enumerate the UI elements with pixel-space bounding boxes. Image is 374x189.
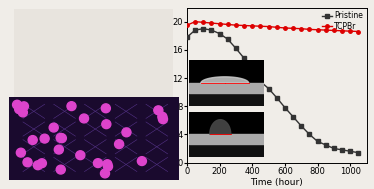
Pristine bbox=[266, 88, 271, 90]
Circle shape bbox=[122, 128, 131, 137]
Bar bbox=[189, 83, 264, 93]
Pristine bbox=[340, 149, 344, 151]
Circle shape bbox=[67, 102, 76, 111]
Pristine bbox=[275, 97, 279, 99]
Circle shape bbox=[159, 115, 168, 124]
Circle shape bbox=[28, 136, 37, 144]
TCPBr bbox=[250, 25, 255, 27]
Bar bbox=[189, 144, 264, 157]
Circle shape bbox=[40, 134, 49, 143]
Pristine bbox=[234, 47, 238, 50]
Circle shape bbox=[101, 104, 110, 113]
Pristine bbox=[356, 152, 361, 154]
TCPBr bbox=[315, 29, 320, 31]
Circle shape bbox=[103, 160, 112, 169]
Pristine bbox=[291, 116, 295, 118]
Circle shape bbox=[54, 145, 63, 154]
TCPBr bbox=[307, 28, 312, 31]
Circle shape bbox=[94, 159, 102, 167]
TCPBr bbox=[299, 28, 303, 30]
TCPBr bbox=[275, 26, 279, 28]
TCPBr bbox=[291, 27, 295, 29]
Pristine bbox=[226, 38, 230, 40]
Pristine bbox=[299, 125, 303, 127]
Pristine bbox=[193, 29, 197, 31]
TCPBr bbox=[348, 30, 352, 32]
Circle shape bbox=[13, 100, 22, 109]
Pristine bbox=[209, 29, 214, 31]
Pristine bbox=[283, 106, 287, 109]
TCPBr bbox=[258, 25, 263, 27]
Circle shape bbox=[154, 106, 163, 115]
TCPBr bbox=[332, 29, 336, 32]
TCPBr bbox=[234, 24, 238, 26]
X-axis label: Time (hour): Time (hour) bbox=[250, 178, 303, 187]
Circle shape bbox=[102, 120, 111, 129]
Pristine bbox=[201, 28, 206, 30]
TCPBr bbox=[201, 21, 206, 23]
TCPBr bbox=[242, 24, 246, 27]
Circle shape bbox=[76, 151, 85, 160]
TCPBr bbox=[209, 22, 214, 24]
Line: Pristine: Pristine bbox=[185, 27, 360, 154]
Pristine bbox=[332, 147, 336, 149]
Bar bbox=[189, 112, 264, 134]
TCPBr bbox=[226, 23, 230, 26]
TCPBr bbox=[340, 30, 344, 32]
TCPBr bbox=[193, 21, 197, 23]
Circle shape bbox=[101, 169, 110, 178]
Pristine bbox=[242, 57, 246, 59]
Circle shape bbox=[23, 158, 32, 167]
Text: 82.1°: 82.1° bbox=[193, 120, 212, 126]
Pristine bbox=[258, 80, 263, 83]
Bar bbox=[189, 134, 264, 144]
TCPBr bbox=[185, 24, 189, 26]
Circle shape bbox=[158, 112, 167, 121]
Text: 29.9°: 29.9° bbox=[193, 69, 212, 75]
Bar bbox=[189, 93, 264, 106]
Circle shape bbox=[15, 105, 24, 114]
Bar bbox=[14, 9, 173, 101]
Circle shape bbox=[114, 140, 124, 149]
Circle shape bbox=[104, 162, 113, 171]
Bar bbox=[9, 97, 178, 180]
Pristine bbox=[348, 150, 352, 152]
Legend: Pristine, TCPBr: Pristine, TCPBr bbox=[321, 10, 364, 33]
Circle shape bbox=[18, 108, 27, 117]
Polygon shape bbox=[201, 77, 249, 83]
Circle shape bbox=[137, 157, 146, 166]
Bar bbox=[189, 60, 264, 83]
Circle shape bbox=[37, 159, 46, 168]
Pristine bbox=[315, 140, 320, 143]
Y-axis label: PCE (%): PCE (%) bbox=[160, 67, 169, 103]
Circle shape bbox=[56, 165, 65, 174]
Circle shape bbox=[19, 102, 28, 111]
Pristine bbox=[307, 133, 312, 136]
Circle shape bbox=[57, 134, 66, 143]
Circle shape bbox=[16, 148, 25, 157]
Pristine bbox=[185, 36, 189, 38]
Line: TCPBr: TCPBr bbox=[185, 20, 360, 33]
TCPBr bbox=[283, 27, 287, 29]
TCPBr bbox=[266, 26, 271, 28]
Pristine bbox=[217, 33, 222, 35]
TCPBr bbox=[324, 29, 328, 31]
Pristine bbox=[324, 144, 328, 146]
Circle shape bbox=[80, 114, 89, 123]
Polygon shape bbox=[210, 120, 231, 134]
Circle shape bbox=[49, 123, 58, 132]
Circle shape bbox=[56, 133, 65, 142]
TCPBr bbox=[356, 30, 361, 33]
TCPBr bbox=[217, 23, 222, 25]
Pristine bbox=[250, 68, 255, 71]
Circle shape bbox=[33, 161, 42, 170]
